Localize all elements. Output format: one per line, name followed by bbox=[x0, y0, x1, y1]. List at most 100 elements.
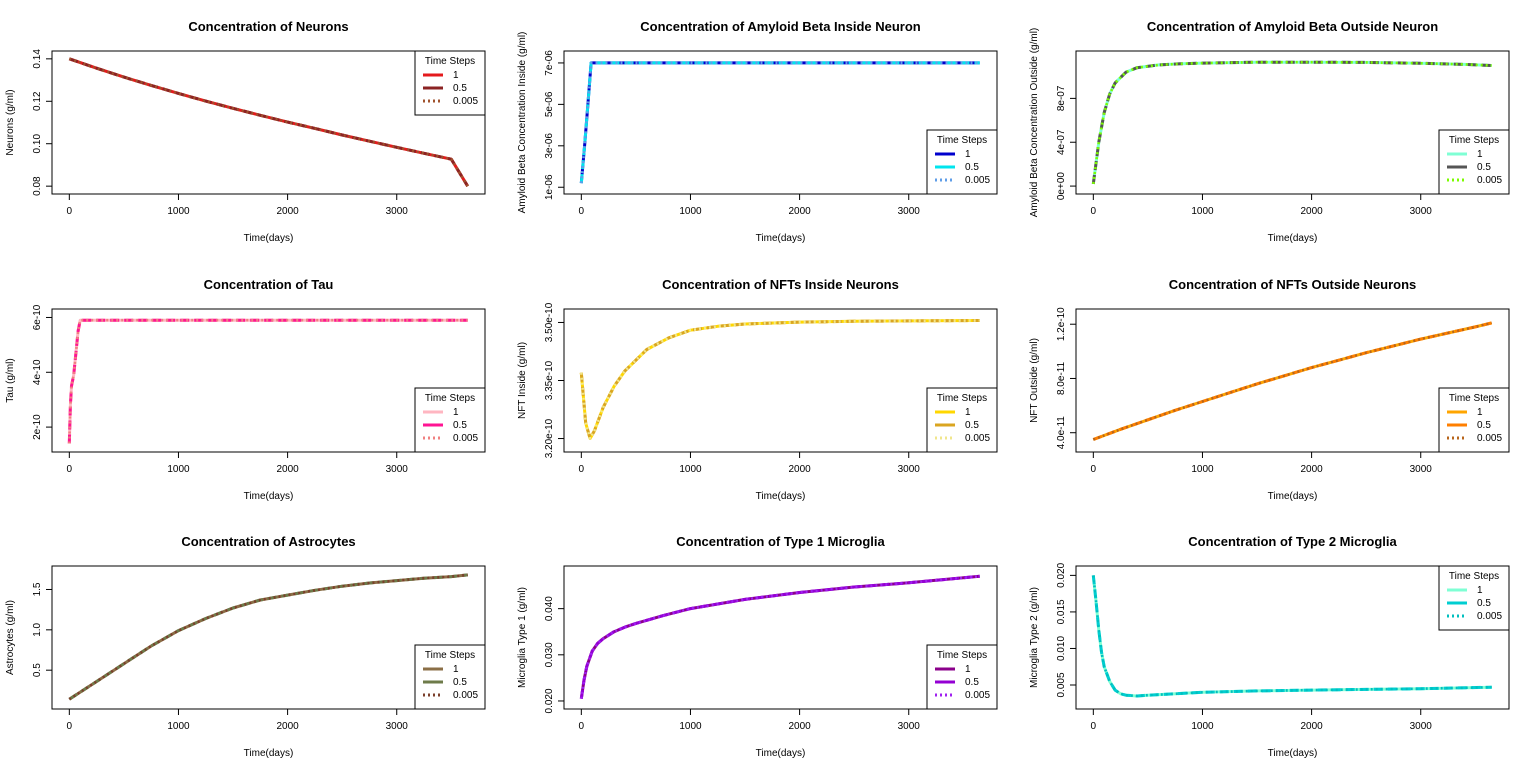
legend-box bbox=[1438, 129, 1510, 195]
x-tick-label: 1000 bbox=[167, 206, 190, 217]
series-line-0_5 bbox=[68, 573, 468, 701]
chart-title: Concentration of NFTs Outside Neurons bbox=[1169, 277, 1417, 292]
y-tick-label: 6e-10 bbox=[32, 304, 43, 330]
series-line-1 bbox=[579, 61, 980, 184]
x-tick-label: 3000 bbox=[898, 721, 921, 732]
legend: Time Steps 1 0.5 0.005 bbox=[926, 129, 998, 195]
legend-label: 1 bbox=[453, 70, 459, 81]
x-tick-label: 3000 bbox=[386, 464, 409, 475]
legend-box bbox=[926, 129, 998, 195]
series-line-0_5 bbox=[67, 318, 468, 444]
legend: Time Steps 1 0.5 0.005 bbox=[926, 644, 998, 710]
y-axis-label: NFT Outside (g/ml) bbox=[1029, 338, 1040, 423]
y-tick-label: 3.50e-10 bbox=[544, 302, 555, 342]
y-axis-label: NFT Inside (g/ml) bbox=[517, 342, 528, 419]
y-tick-label: 5e-06 bbox=[544, 91, 555, 117]
legend-label: 0.005 bbox=[965, 690, 990, 701]
chart-panel-8: Concentration of Type 1 Microglia 0 1000 20… bbox=[517, 534, 998, 759]
legend-title: Time Steps bbox=[1449, 393, 1499, 404]
x-tick-label: 1000 bbox=[679, 206, 702, 217]
x-tick-label: 0 bbox=[67, 464, 73, 475]
series-line-0_5 bbox=[1091, 60, 1492, 185]
legend-label: 0.5 bbox=[965, 677, 979, 688]
series-line-1 bbox=[579, 574, 980, 699]
legend: Time Steps 1 0.5 0.005 bbox=[414, 50, 486, 116]
x-tick-label: 1000 bbox=[1191, 206, 1214, 217]
legend-title: Time Steps bbox=[937, 650, 987, 661]
x-axis-label: Time(days) bbox=[244, 748, 294, 759]
x-tick-label: 1000 bbox=[679, 721, 702, 732]
y-tick-label: 3e-06 bbox=[544, 133, 555, 159]
chart-panel-7: Concentration of Astrocytes 0 1000 2000 3000… bbox=[5, 534, 486, 759]
y-axis-label: Microglia Type 1 (g/ml) bbox=[517, 587, 528, 688]
series-line-0_5 bbox=[1092, 321, 1493, 441]
chart-title: Concentration of Type 2 Microglia bbox=[1188, 534, 1397, 549]
x-tick-label: 3000 bbox=[386, 721, 409, 732]
legend: Time Steps 1 0.5 0.005 bbox=[414, 387, 486, 453]
x-tick-label: 3000 bbox=[1410, 464, 1433, 475]
chart-panel-5: Concentration of NFTs Inside Neurons 0 100… bbox=[517, 277, 998, 502]
chart-title: Concentration of Astrocytes bbox=[181, 534, 355, 549]
chart-title: Concentration of Tau bbox=[204, 277, 334, 292]
x-axis-label: Time(days) bbox=[756, 233, 806, 244]
chart-title: Concentration of Type 1 Microglia bbox=[676, 534, 885, 549]
y-tick-label: 1.5 bbox=[32, 582, 43, 596]
legend: Time Steps 1 0.5 0.005 bbox=[414, 644, 486, 710]
series-line-1 bbox=[67, 318, 468, 444]
legend-box bbox=[1438, 387, 1510, 453]
legend-label: 0.005 bbox=[1477, 433, 1502, 444]
x-tick-label: 1000 bbox=[167, 721, 190, 732]
y-tick-label: 3.35e-10 bbox=[544, 360, 555, 400]
legend-label: 0.5 bbox=[453, 83, 467, 94]
legend-label: 0.5 bbox=[965, 162, 979, 173]
legend-label: 0.005 bbox=[965, 175, 990, 186]
legend-label: 0.5 bbox=[1477, 598, 1491, 609]
y-axis-label: Astrocytes (g/ml) bbox=[5, 600, 16, 675]
legend-title: Time Steps bbox=[937, 135, 987, 146]
y-tick-label: 7e-06 bbox=[544, 50, 555, 76]
series-line-0_005 bbox=[1092, 60, 1492, 185]
y-tick-label: 0.015 bbox=[1056, 599, 1067, 624]
x-tick-label: 2000 bbox=[276, 206, 299, 217]
x-tick-label: 0 bbox=[579, 206, 585, 217]
y-axis-label: Amyloid Beta Concentration Outside (g/ml… bbox=[1029, 28, 1040, 218]
series-line-0_005 bbox=[580, 319, 980, 440]
legend-label: 1 bbox=[965, 664, 971, 675]
legend-label: 1 bbox=[453, 664, 459, 675]
legend-title: Time Steps bbox=[937, 393, 987, 404]
y-tick-label: 0.12 bbox=[32, 91, 43, 111]
legend: Time Steps 1 0.5 0.005 bbox=[1438, 565, 1510, 631]
legend-title: Time Steps bbox=[425, 56, 475, 67]
x-tick-label: 0 bbox=[579, 464, 585, 475]
series-line-0_5 bbox=[579, 61, 980, 184]
series-line-0_005 bbox=[68, 318, 468, 444]
legend-label: 0.005 bbox=[1477, 611, 1502, 622]
y-tick-label: 1.2e-10 bbox=[1056, 307, 1067, 341]
y-tick-label: 4e-07 bbox=[1056, 129, 1067, 155]
x-tick-label: 2000 bbox=[276, 464, 299, 475]
legend-label: 1 bbox=[1477, 149, 1483, 160]
x-axis-label: Time(days) bbox=[1268, 233, 1318, 244]
y-axis-label: Amyloid Beta Concentration Inside (g/ml) bbox=[517, 32, 528, 214]
series-line-0_5 bbox=[1091, 575, 1492, 698]
series-line-0_5 bbox=[579, 319, 980, 440]
series-line-1 bbox=[1092, 321, 1493, 441]
y-axis-label: Microglia Type 2 (g/ml) bbox=[1029, 587, 1040, 688]
legend-title: Time Steps bbox=[425, 650, 475, 661]
x-axis-label: Time(days) bbox=[756, 491, 806, 502]
y-axis-label: Tau (g/ml) bbox=[5, 358, 16, 402]
x-tick-label: 3000 bbox=[898, 206, 921, 217]
legend-label: 0.5 bbox=[453, 677, 467, 688]
series-line-1 bbox=[579, 319, 980, 440]
legend: Time Steps 1 0.5 0.005 bbox=[1438, 129, 1510, 195]
x-tick-label: 2000 bbox=[1300, 206, 1323, 217]
x-tick-label: 2000 bbox=[788, 721, 811, 732]
x-tick-label: 2000 bbox=[1300, 721, 1323, 732]
x-tick-label: 0 bbox=[1091, 721, 1097, 732]
legend-box bbox=[414, 644, 486, 710]
series-line-0_5 bbox=[68, 57, 469, 187]
chart-title: Concentration of NFTs Inside Neurons bbox=[662, 277, 899, 292]
x-tick-label: 2000 bbox=[1300, 464, 1323, 475]
legend-label: 0.5 bbox=[965, 420, 979, 431]
